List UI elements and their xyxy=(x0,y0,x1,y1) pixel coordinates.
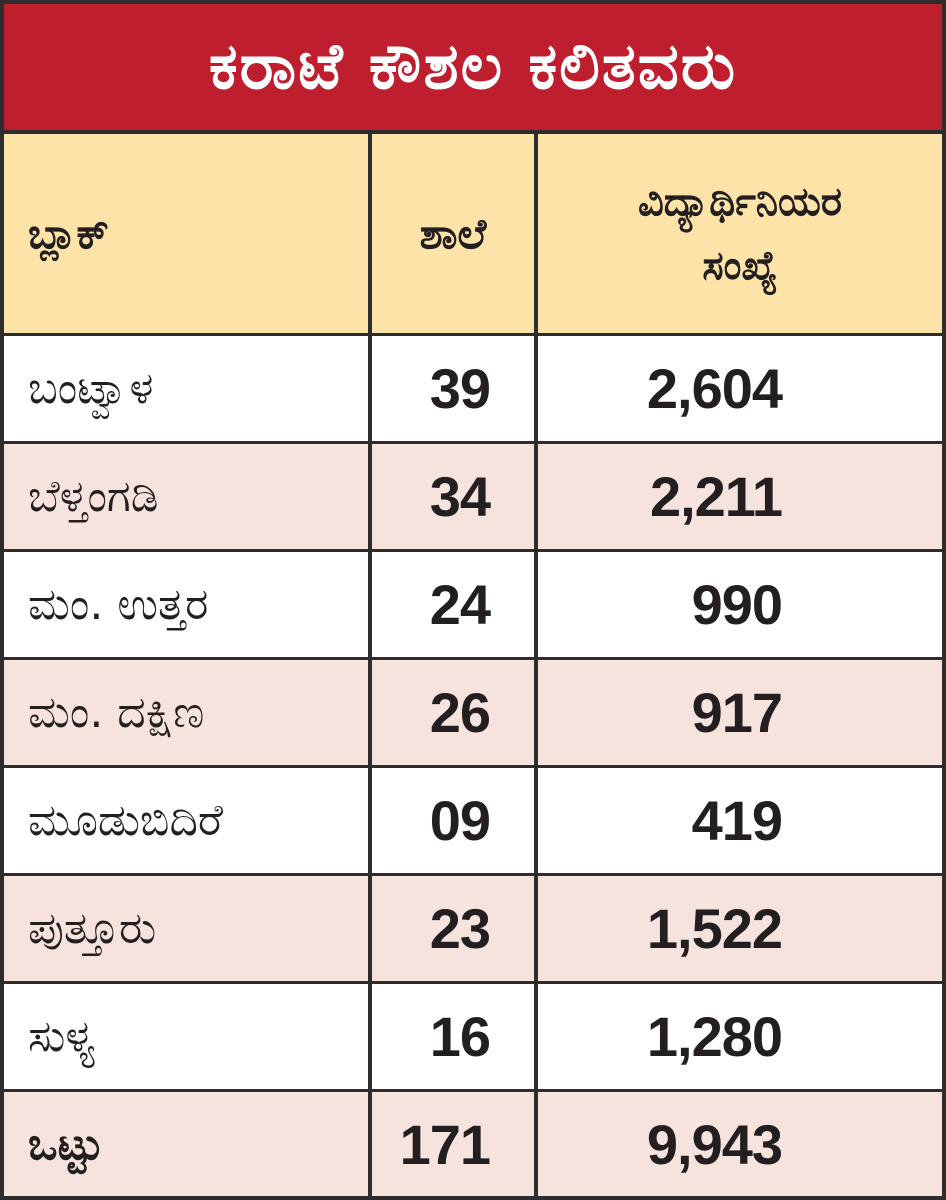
schools-count: 16 xyxy=(429,1005,491,1068)
students-count: 990 xyxy=(691,573,783,636)
block-name: ಪುತ್ತೂರು xyxy=(28,903,157,954)
total-students-count: 9,943 xyxy=(646,1112,783,1176)
table-row: ಮಂ. ದಕ್ಷಿಣ 26 917 xyxy=(4,660,942,768)
header-students-cell: ವಿದ್ಯಾರ್ಥಿನಿಯರ ಸಂಖ್ಯೆ xyxy=(538,134,942,333)
students-count: 2,211 xyxy=(649,465,783,528)
block-name: ಸುಳ್ಯ xyxy=(28,1011,96,1062)
title-bar: ಕರಾಟೆ ಕೌಶಲ ಕಲಿತವರು xyxy=(4,4,942,134)
table-header-row: ಬ್ಲಾಕ್ ಶಾಲೆ ವಿದ್ಯಾರ್ಥಿನಿಯರ ಸಂಖ್ಯೆ xyxy=(4,134,942,336)
header-schools-label: ಶಾಲೆ xyxy=(419,208,487,258)
total-schools-count: 171 xyxy=(399,1112,491,1176)
table-row: ಪುತ್ತೂರು 23 1,522 xyxy=(4,876,942,984)
students-count: 917 xyxy=(691,681,783,744)
table-row: ಸುಳ್ಯ 16 1,280 xyxy=(4,984,942,1092)
schools-count: 09 xyxy=(429,789,491,852)
header-schools-cell: ಶಾಲೆ xyxy=(372,134,538,333)
table-title: ಕರಾಟೆ ಕೌಶಲ ಕಲಿತವರು xyxy=(208,30,738,104)
schools-count: 34 xyxy=(429,465,491,528)
total-label: ಒಟ್ಟು xyxy=(28,1118,104,1170)
students-count: 2,604 xyxy=(646,357,783,420)
students-count: 1,522 xyxy=(646,897,783,960)
table-row: ಬಂಟ್ವಾಳ 39 2,604 xyxy=(4,336,942,444)
students-count: 1,280 xyxy=(646,1005,783,1068)
header-block-label: ಬ್ಲಾಕ್ xyxy=(28,208,110,258)
schools-count: 24 xyxy=(429,573,491,636)
header-block-cell: ಬ್ಲಾಕ್ xyxy=(4,134,372,333)
block-name: ಮಂ. ಉತ್ತರ xyxy=(28,579,209,630)
table-row: ಮೂಡುಬಿದಿರೆ 09 419 xyxy=(4,768,942,876)
table-row: ಬೆಳ್ತಂಗಡಿ 34 2,211 xyxy=(4,444,942,552)
block-name: ಬೆಳ್ತಂಗಡಿ xyxy=(28,471,159,522)
header-students-label-line1: ವಿದ್ಯಾರ್ಥಿನಿಯರ xyxy=(637,178,843,225)
header-students-label-line2: ಸಂಖ್ಯೆ xyxy=(702,242,778,289)
schools-count: 26 xyxy=(429,681,491,744)
students-count: 419 xyxy=(691,789,783,852)
schools-count: 23 xyxy=(429,897,491,960)
block-name: ಮೂಡುಬಿದಿರೆ xyxy=(28,795,223,846)
table-total-row: ಒಟ್ಟು 171 9,943 xyxy=(4,1092,942,1196)
table-row: ಮಂ. ಉತ್ತರ 24 990 xyxy=(4,552,942,660)
block-name: ಮಂ. ದಕ್ಷಿಣ xyxy=(28,687,205,738)
block-name: ಬಂಟ್ವಾಳ xyxy=(28,363,154,414)
schools-count: 39 xyxy=(429,357,491,420)
